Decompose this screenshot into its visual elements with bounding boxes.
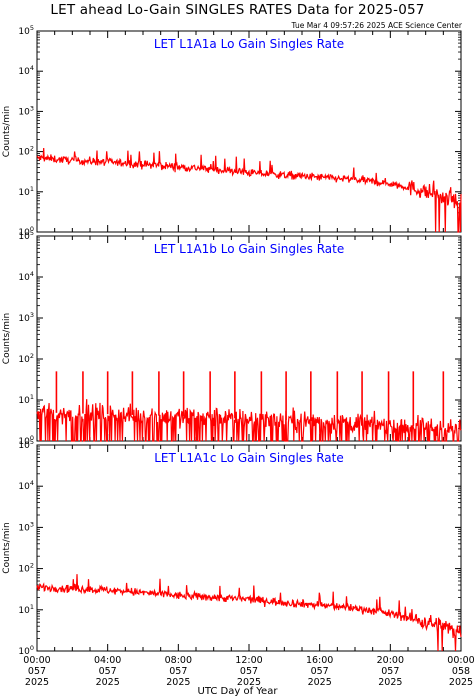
y-tick-label: 100 (18, 225, 34, 238)
y-axis-label: Counts/min (2, 106, 12, 157)
y-tick-label: 101 (18, 185, 34, 198)
y-tick-label: 105 (18, 229, 34, 242)
x-tick-label: 20:00 (377, 655, 404, 666)
x-tick-label: 16:00 (306, 655, 333, 666)
timestamp: Tue Mar 4 09:57:26 2025 ACE Science Cent… (291, 21, 462, 30)
y-tick-label: 103 (18, 104, 34, 117)
x-tick-label: 057 (28, 666, 46, 677)
x-tick-label: 2025 (25, 677, 49, 688)
y-tick-label: 102 (18, 562, 34, 575)
x-tick-label: 2025 (96, 677, 120, 688)
x-tick-label: 08:00 (165, 655, 192, 666)
y-tick-label: 103 (18, 520, 34, 533)
x-tick-label: 057 (169, 666, 187, 677)
chart-panel-1: 100 101 102 103 104 105 Counts/min LET L1A1a Lo… (2, 24, 462, 238)
chart-title: LET L1A1a Lo Gain Singles Rate (154, 37, 344, 51)
x-tick-label: 057 (240, 666, 258, 677)
x-tick-label: 04:00 (94, 655, 121, 666)
y-tick-label: 102 (18, 145, 34, 158)
x-tick-label: 2025 (237, 677, 261, 688)
chart-panel-3: 100 101 102 103 104 105 Counts/min LET L1A1c Lo… (2, 438, 475, 688)
x-tick-label: 058 (452, 666, 470, 677)
y-tick-label: 101 (18, 603, 34, 616)
y-tick-label: 105 (18, 438, 34, 451)
series-line (36, 574, 462, 652)
y-tick-label: 100 (18, 644, 34, 657)
y-tick-label: 100 (18, 434, 34, 447)
plot-frame (36, 30, 462, 233)
x-tick-label: 057 (381, 666, 399, 677)
x-tick-label: 2025 (378, 677, 402, 688)
plot-frame (36, 444, 462, 652)
y-tick-label: 103 (18, 311, 34, 324)
x-tick-label: 057 (311, 666, 329, 677)
x-tick-label: 057 (99, 666, 117, 677)
chart-title: LET L1A1c Lo Gain Singles Rate (154, 451, 344, 465)
x-tick-label: 12:00 (235, 655, 262, 666)
page-title: LET ahead Lo-Gain SINGLES RATES Data for… (50, 2, 425, 18)
x-tick-label: 2025 (166, 677, 190, 688)
y-axis-label: Counts/min (2, 522, 12, 573)
x-axis-label: UTC Day of Year (197, 686, 278, 697)
chart-title: LET L1A1b Lo Gain Singles Rate (154, 242, 345, 256)
y-axis-label: Counts/min (2, 313, 12, 364)
x-tick-label: 00:00 (447, 655, 474, 666)
y-tick-label: 102 (18, 352, 34, 365)
x-tick-label: 2025 (308, 677, 332, 688)
series-line (36, 399, 462, 442)
series-line (36, 147, 462, 233)
y-tick-label: 105 (18, 24, 34, 37)
y-tick-label: 104 (18, 64, 34, 77)
x-tick-label: 00:00 (23, 655, 50, 666)
x-tick-label: 2025 (449, 677, 473, 688)
y-tick-label: 104 (18, 479, 34, 492)
chart-panel-2: 100 101 102 103 104 105 Counts/min LET L1A1b Lo… (2, 229, 462, 447)
y-tick-label: 101 (18, 393, 34, 406)
y-tick-label: 104 (18, 270, 34, 283)
